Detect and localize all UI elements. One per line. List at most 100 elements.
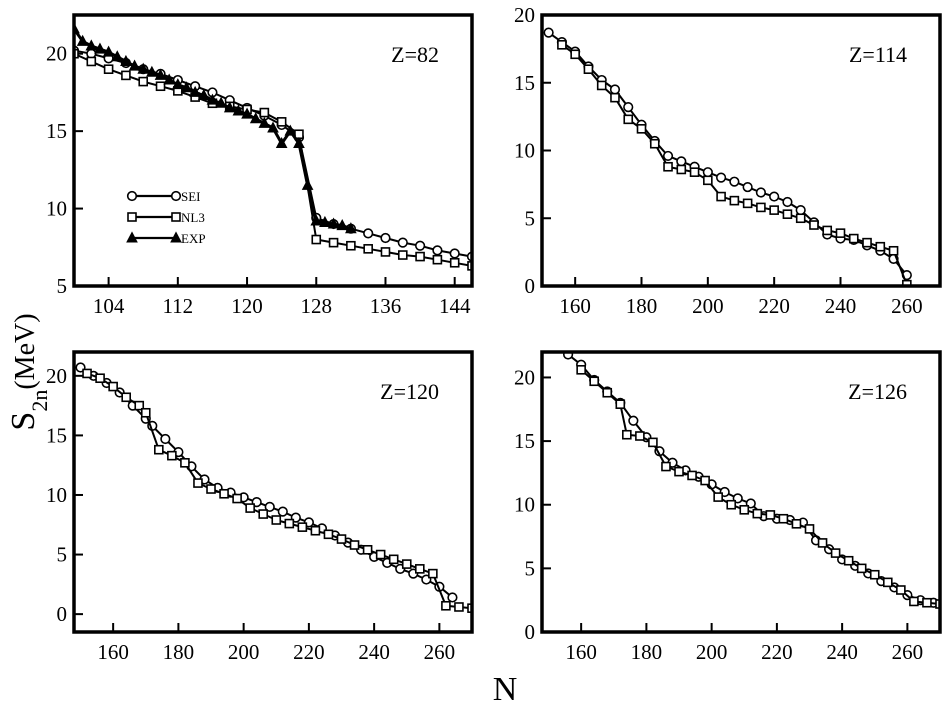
- series-nl3-z120-point-17: [297, 522, 308, 532]
- series-nl3-z82-point-20: [415, 251, 425, 262]
- series-nl3-z120-point-4: [134, 400, 145, 411]
- x-tick-label-z120-220: 220: [293, 640, 325, 664]
- x-tick-label-z82-104: 104: [93, 294, 125, 318]
- series-nl3-z114-point-5: [623, 114, 634, 125]
- series-nl3-z82-point-11: [259, 107, 270, 118]
- series-exp-z82-point-9: [146, 65, 158, 77]
- series-exp-z82-point-24: [275, 136, 288, 149]
- legend-entry-sei-start-point-0: [126, 190, 138, 202]
- series-nl3-z120-point-10: [206, 484, 216, 494]
- series-exp-z82-point-3: [94, 42, 106, 54]
- series-nl3-z126-point-0: [576, 365, 586, 375]
- series-nl3-z114-point-25: [888, 245, 899, 256]
- series-nl3-z114-point-2: [583, 64, 594, 74]
- series-nl3-z114-point-21: [835, 228, 846, 238]
- y-tick-label-z82-10: 10: [46, 197, 67, 221]
- legend-entry-nl3-end-point-1: [171, 212, 181, 222]
- series-nl3-z120-point-8: [180, 458, 190, 468]
- plot-frame-z114: [540, 13, 942, 288]
- x-tick-label-z114-260: 260: [891, 294, 923, 318]
- y-tick-label-z114-20: 20: [514, 3, 535, 27]
- series-nl3-z120-point-20: [336, 534, 347, 544]
- x-tick-label-z126-220: 220: [761, 640, 793, 664]
- series-nl3-z114-point-8: [663, 161, 673, 172]
- y-tick-label-z120-15: 15: [46, 423, 67, 447]
- series-nl3-z114-point-10: [689, 167, 700, 177]
- series-nl3-z114-line: [561, 43, 908, 285]
- series-nl3-z120-point-19: [323, 529, 334, 540]
- series-exp-z82-point-32: [345, 222, 357, 234]
- series-nl3-z114-point-18: [795, 213, 806, 224]
- y-axis-title-sub: 2n: [27, 390, 52, 412]
- series-nl3-z120-point-30: [467, 603, 472, 613]
- plot-frame-z126: [540, 350, 942, 634]
- series-nl3-z120-point-29: [454, 602, 464, 612]
- series-sei-z114-point-12: [702, 167, 713, 178]
- series-sei-z114-point-6: [623, 102, 634, 113]
- series-nl3-z82-point-23: [467, 261, 472, 271]
- series-exp-z82-point-13: [180, 81, 193, 93]
- series-exp-z82-point-11: [163, 73, 176, 85]
- legend-entry-exp-label: EXP: [181, 231, 206, 246]
- y-tick-label-z126-5: 5: [525, 556, 536, 580]
- series-exp-z82-point-8: [137, 62, 150, 74]
- series-nl3-z114-point-1: [570, 49, 580, 60]
- series-nl3-z114-point-7: [649, 138, 660, 149]
- series-nl3-z126-point-27: [922, 597, 932, 608]
- panels: 104 112 120 128 136 144 5 10 15 20 Z=82 SEI NL3 EXP 16…: [46, 3, 942, 664]
- series-nl3-z120-point-23: [375, 549, 386, 560]
- panel-label-z82: Z=82: [391, 42, 439, 67]
- series-sei-z120-point-29: [447, 592, 458, 603]
- panel-z82: 104 112 120 128 136 144 5 10 15 20 Z=82 SEI NL3 EXP: [46, 13, 474, 318]
- series-nl3-z82-point-1: [86, 56, 97, 67]
- y-tick-label-z126-10: 10: [514, 493, 535, 517]
- y-tick-label-z126-15: 15: [514, 429, 535, 453]
- series-nl3-z126-point-6: [648, 437, 658, 448]
- series-nl3-z120-point-1: [95, 373, 105, 384]
- series-nl3-z126-point-4: [622, 429, 632, 440]
- series-nl3-z82-point-16: [346, 240, 356, 251]
- series-nl3-z126-point-18: [804, 524, 815, 534]
- series-sei-z114-point-13: [715, 172, 727, 183]
- series-exp-z82-point-14: [189, 85, 201, 97]
- series-exp-z82-point-23: [267, 121, 279, 133]
- series-nl3-z82-point-22: [449, 257, 460, 268]
- series-nl3-z126-point-1: [589, 376, 599, 387]
- legend-entry-sei-label: SEI: [181, 189, 201, 204]
- x-tick-label-z82-136: 136: [370, 294, 402, 318]
- legend-entry-sei: SEI: [126, 189, 201, 204]
- series-nl3-z82-point-15: [328, 237, 339, 248]
- series-exp-z82-point-28: [310, 214, 323, 226]
- series-nl3-z126-point-24: [883, 577, 893, 588]
- y-tick-label-z114-5: 5: [525, 206, 536, 230]
- plot-frame-z120: [72, 350, 474, 634]
- y-tick-label-z114-15: 15: [514, 71, 535, 95]
- series-nl3-z114-point-6: [636, 124, 647, 134]
- x-tick-label-z126-260: 260: [892, 640, 924, 664]
- y-axis-title-main: S: [5, 412, 42, 431]
- series-exp-z82-point-1: [76, 34, 89, 46]
- series-sei-z114-point-5: [609, 84, 621, 95]
- series-nl3-z120-point-2: [108, 381, 118, 392]
- series-exp-z82-point-29: [319, 215, 331, 228]
- series-nl3-z114-point-11: [703, 175, 713, 186]
- series-sei-z114-point-18: [782, 196, 793, 208]
- series-nl3-z126-point-7: [661, 461, 671, 472]
- series-exp-z82-point-19: [232, 104, 245, 116]
- series-group-z120: [75, 362, 472, 613]
- series-sei-z82-point-22: [449, 248, 460, 259]
- series-exp-z82-point-4: [102, 45, 115, 57]
- x-tick-label-z120-180: 180: [163, 640, 195, 664]
- series-nl3-z126-line: [580, 369, 940, 605]
- panel-label-z120: Z=120: [380, 379, 439, 404]
- series-nl3-z126-point-26: [909, 596, 919, 607]
- series-nl3-z126-point-12: [726, 499, 737, 510]
- series-nl3-z126-point-20: [830, 548, 841, 558]
- series-sei-z126-point-5: [628, 415, 639, 426]
- series-nl3-z82-point-18: [380, 247, 391, 257]
- series-nl3-z126-point-10: [700, 475, 710, 486]
- y-tick-label-z126-0: 0: [525, 620, 536, 644]
- series-exp-z82-point-5: [111, 50, 124, 62]
- series-nl3-z120-point-0: [82, 368, 92, 379]
- series-nl3-z82-point-19: [397, 250, 408, 260]
